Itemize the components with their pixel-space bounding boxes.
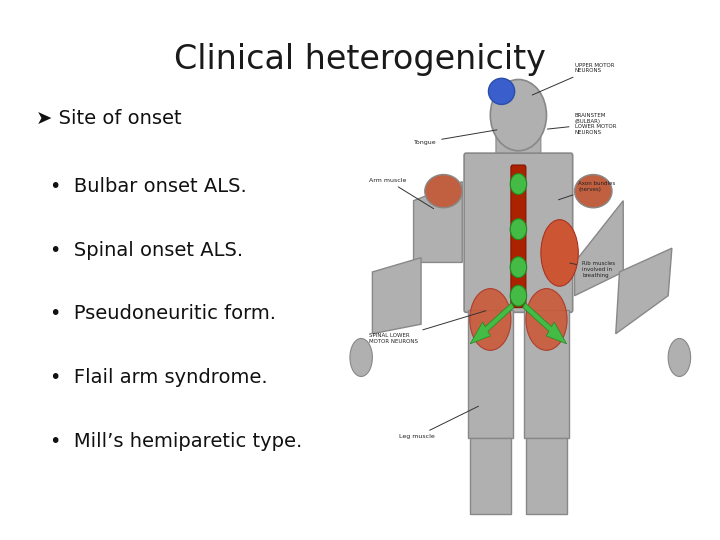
Text: •  Spinal onset ALS.: • Spinal onset ALS.: [50, 240, 243, 260]
Ellipse shape: [350, 339, 372, 376]
FancyBboxPatch shape: [464, 153, 572, 312]
Polygon shape: [413, 181, 462, 262]
Ellipse shape: [469, 288, 511, 350]
Text: Arm muscle: Arm muscle: [369, 178, 433, 209]
Text: •  Flail arm syndrome.: • Flail arm syndrome.: [50, 368, 268, 387]
Polygon shape: [526, 438, 567, 514]
Text: •  Mill’s hemiparetic type.: • Mill’s hemiparetic type.: [50, 431, 302, 451]
Text: SPINAL LOWER
MOTOR NEURONS: SPINAL LOWER MOTOR NEURONS: [369, 310, 486, 344]
Text: Rib muscles
involved in
breathing: Rib muscles involved in breathing: [570, 261, 615, 278]
Circle shape: [510, 256, 526, 278]
Circle shape: [490, 79, 546, 151]
Ellipse shape: [425, 174, 462, 208]
Text: Clinical heterogenicity: Clinical heterogenicity: [174, 43, 546, 76]
Ellipse shape: [541, 220, 578, 286]
Circle shape: [510, 173, 526, 194]
Ellipse shape: [488, 78, 515, 104]
Circle shape: [510, 219, 526, 240]
Polygon shape: [524, 310, 569, 438]
Polygon shape: [575, 201, 624, 296]
Circle shape: [510, 285, 526, 306]
Ellipse shape: [668, 339, 690, 376]
Ellipse shape: [575, 174, 612, 208]
Text: BRAINSTEM
(BULBAR)
LOWER MOTOR
NEURONS: BRAINSTEM (BULBAR) LOWER MOTOR NEURONS: [547, 113, 616, 135]
Text: ➤ Site of onset: ➤ Site of onset: [36, 109, 181, 129]
Polygon shape: [469, 438, 511, 514]
Polygon shape: [468, 310, 513, 438]
Polygon shape: [616, 248, 672, 334]
FancyArrow shape: [470, 303, 514, 344]
Text: Axon bundles
(nerves): Axon bundles (nerves): [559, 181, 616, 200]
Polygon shape: [372, 258, 421, 334]
Text: •  Bulbar onset ALS.: • Bulbar onset ALS.: [50, 177, 247, 196]
FancyArrow shape: [523, 303, 567, 344]
FancyBboxPatch shape: [511, 165, 526, 308]
Text: Leg muscle: Leg muscle: [399, 406, 479, 439]
Text: UPPER MOTOR
NEURONS: UPPER MOTOR NEURONS: [532, 63, 614, 95]
Text: •  Pseudoneuritic form.: • Pseudoneuritic form.: [50, 304, 276, 323]
Ellipse shape: [526, 288, 567, 350]
Text: Tongue: Tongue: [413, 130, 497, 145]
FancyBboxPatch shape: [496, 113, 541, 170]
